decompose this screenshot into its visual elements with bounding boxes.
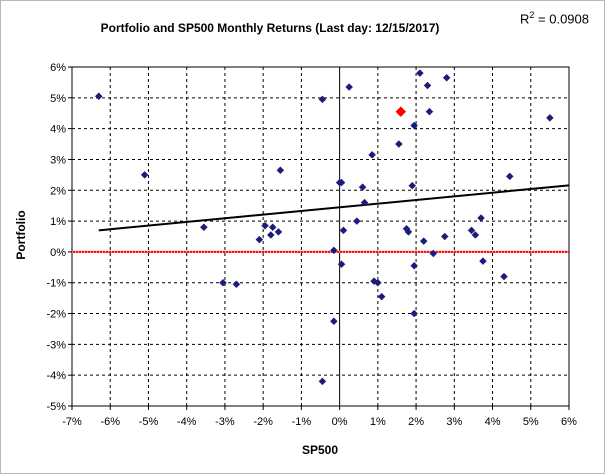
r-squared-prefix: R — [520, 11, 530, 27]
x-axis-label: SP500 — [301, 443, 339, 457]
data-point — [337, 260, 346, 269]
chart-title: Portfolio and SP500 Monthly Returns (Las… — [100, 21, 440, 35]
data-point — [467, 226, 476, 235]
data-point — [419, 237, 428, 245]
x-tick-label: 2% — [408, 416, 424, 428]
data-point — [477, 214, 485, 222]
y-tick-label: 0% — [50, 247, 66, 259]
data-point — [546, 113, 554, 122]
latest-data-point — [395, 106, 407, 118]
data-point — [368, 150, 376, 159]
r-squared-label: R2 = 0.0908 — [520, 10, 589, 26]
data-point — [345, 83, 354, 91]
data-point — [377, 292, 386, 301]
data-point — [423, 81, 432, 90]
x-tick-label: -5% — [139, 416, 159, 428]
data-point — [373, 278, 382, 287]
trendline — [98, 184, 570, 232]
data-point — [200, 223, 208, 232]
x-tick-label: -1% — [292, 416, 312, 428]
data-point — [352, 217, 361, 225]
x-tick-label: -4% — [177, 416, 197, 428]
data-point — [274, 228, 283, 236]
data-point — [479, 257, 487, 266]
data-point — [410, 121, 419, 130]
data-point — [276, 166, 285, 175]
y-tick-label: 5% — [50, 93, 66, 105]
data-point — [358, 183, 367, 192]
data-point — [408, 181, 417, 190]
data-point — [337, 178, 346, 187]
data-point — [500, 272, 508, 281]
data-point — [410, 261, 419, 270]
x-tick-label: -2% — [253, 416, 273, 428]
x-tick-label: 0% — [332, 416, 348, 428]
data-point — [404, 228, 413, 236]
y-tick-label: 1% — [50, 216, 66, 228]
data-point — [330, 246, 338, 255]
data-point — [255, 235, 264, 244]
y-tick-label: 4% — [50, 124, 66, 136]
data-point — [261, 221, 269, 230]
r-squared-value: = 0.0908 — [534, 11, 589, 27]
data-point — [94, 92, 103, 101]
data-point — [440, 232, 449, 241]
data-point — [330, 317, 338, 326]
x-tick-label: -3% — [215, 416, 235, 428]
y-tick-label: 6% — [50, 62, 66, 74]
x-tick-label: 5% — [523, 416, 539, 428]
y-tick-label: -5% — [46, 401, 66, 413]
data-point — [425, 107, 434, 116]
data-point — [232, 280, 241, 289]
data-point — [429, 249, 438, 258]
x-tick-label: -7% — [62, 416, 82, 428]
y-tick-label: -2% — [46, 309, 66, 321]
x-tick-label: 4% — [485, 416, 501, 428]
y-tick-label: -4% — [46, 370, 66, 382]
data-point — [339, 226, 348, 235]
r-squared-superscript: 2 — [529, 10, 535, 20]
data-point — [505, 172, 514, 181]
plot-area — [71, 66, 570, 407]
y-tick-label: 3% — [50, 154, 66, 166]
data-point — [219, 278, 227, 287]
data-point — [442, 73, 451, 82]
x-tick-label: 1% — [370, 416, 386, 428]
data-point — [416, 69, 424, 78]
y-tick-label: -3% — [46, 339, 66, 351]
data-point — [318, 377, 327, 386]
x-tick-label: -6% — [100, 416, 120, 428]
data-point — [360, 198, 369, 207]
x-tick-label: 6% — [561, 416, 577, 428]
data-point — [140, 171, 149, 179]
x-tick-label: 3% — [446, 416, 462, 428]
data-point — [410, 309, 419, 318]
y-tick-label: 2% — [50, 185, 66, 197]
data-point — [471, 231, 480, 239]
data-point — [266, 231, 275, 239]
data-point — [268, 223, 277, 232]
data-point — [395, 140, 403, 148]
y-tick-label: -1% — [46, 278, 66, 290]
data-point — [318, 95, 327, 104]
